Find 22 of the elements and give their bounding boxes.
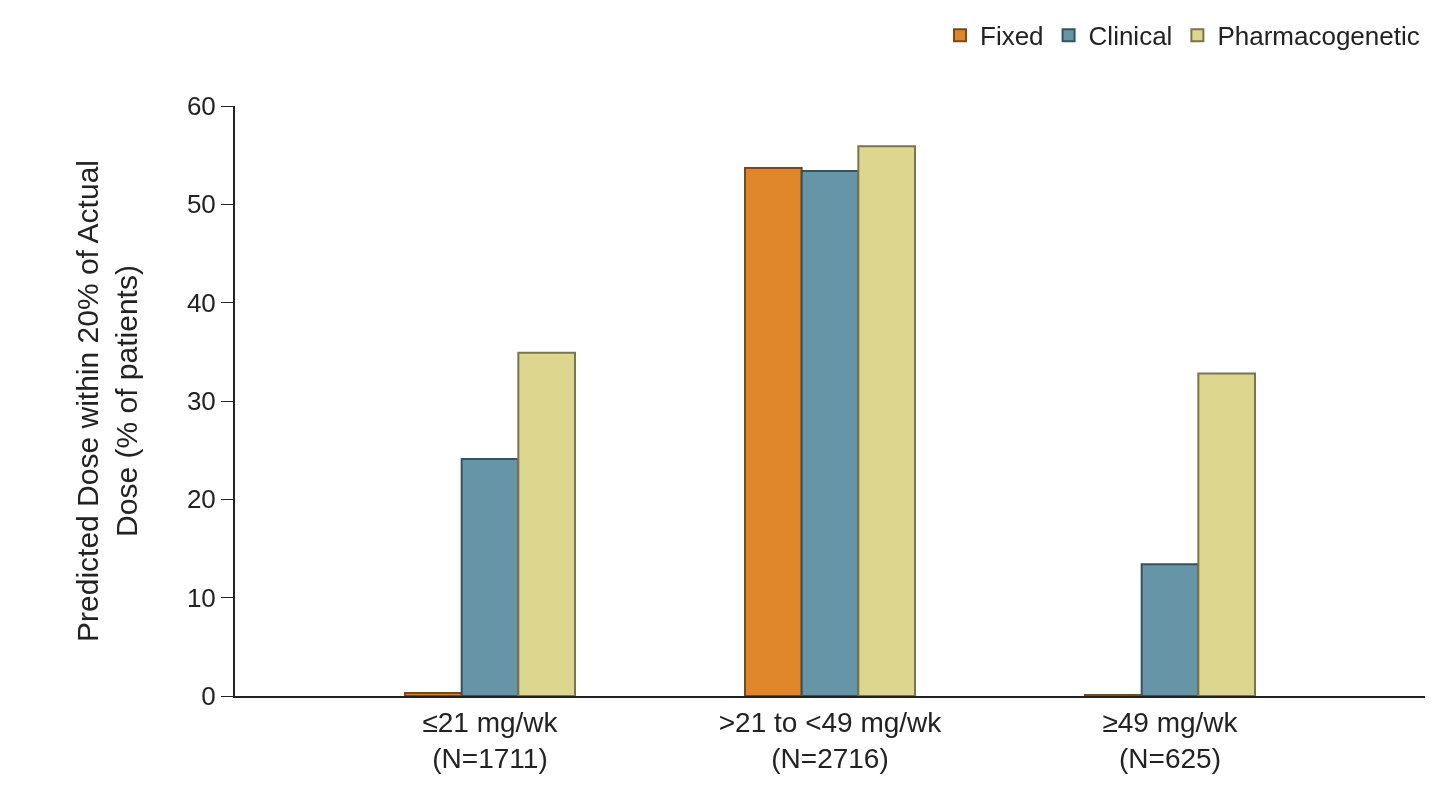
y-tick-label: 40 [186, 287, 216, 318]
x-tick-label: ≥49 mg/wk (N=625) [1102, 706, 1239, 774]
bar [1197, 372, 1256, 696]
y-axis-title: Predicted Dose within 20% of Actual Dose (% of patients) [71, 160, 144, 642]
legend-label: Fixed [980, 21, 1044, 52]
bar [404, 692, 463, 696]
y-tick-label: 50 [186, 189, 216, 220]
y-tick-label: 0 [201, 681, 216, 712]
bar [857, 145, 916, 696]
y-tick-label: 60 [186, 91, 216, 122]
bar [1140, 563, 1200, 696]
bar [744, 166, 803, 696]
bar [517, 351, 576, 696]
bar [800, 169, 860, 696]
x-tick-label: >21 to <49 mg/wk (N=2716) [718, 706, 943, 774]
y-tick-label: 30 [186, 386, 216, 417]
legend-label: Clinical [1088, 21, 1173, 52]
y-tick-label: 10 [186, 582, 216, 613]
x-tick-label: ≤21 mg/wk (N=1711) [422, 706, 559, 774]
bar [460, 458, 520, 696]
legend-label: Pharmacogenetic [1217, 21, 1420, 52]
y-tick-label: 20 [186, 484, 216, 515]
